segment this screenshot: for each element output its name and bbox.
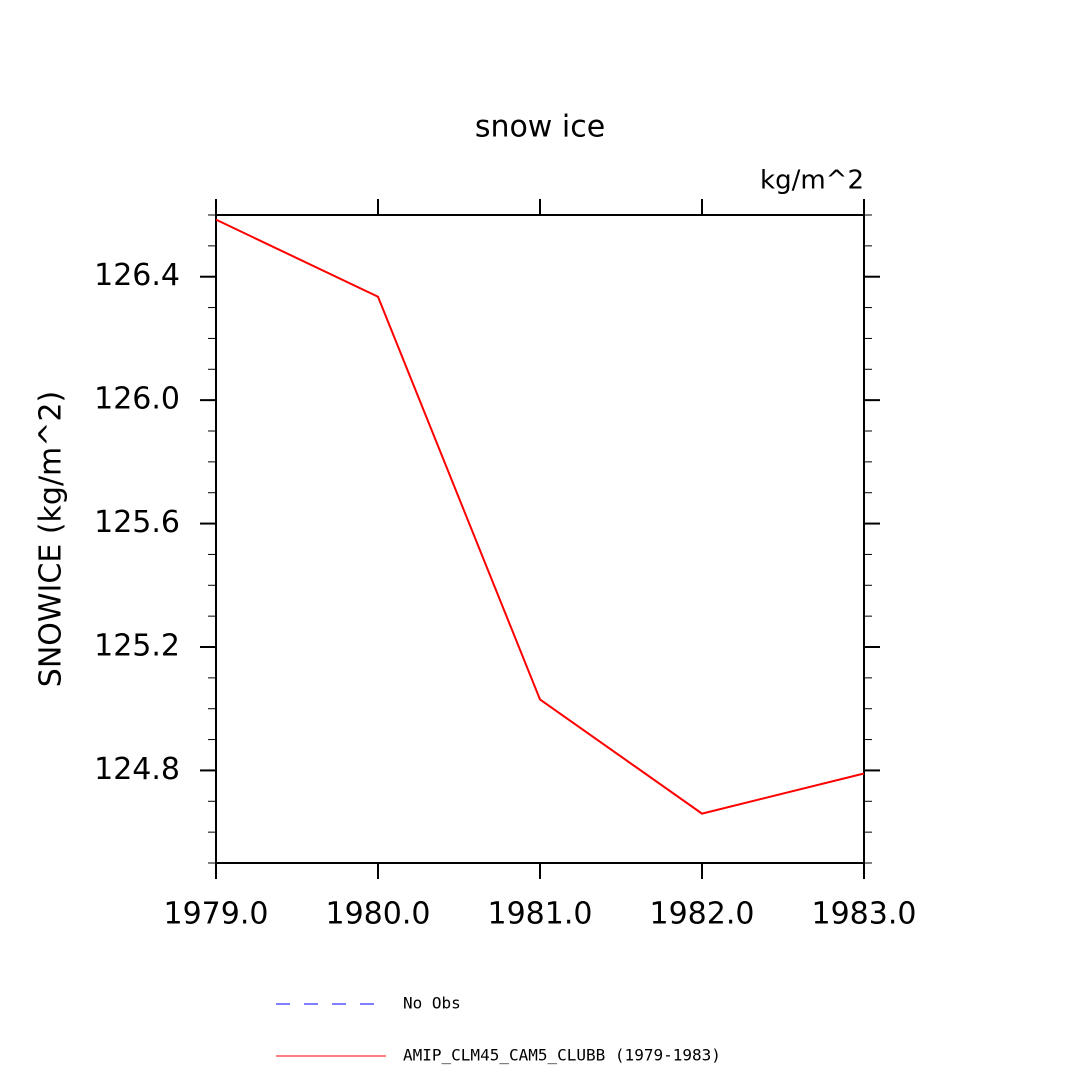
series-line [215, 218, 865, 815]
x-tick-label: 1980.0 [326, 897, 431, 932]
plot-frame [215, 214, 865, 864]
x-tick-label: 1982.0 [650, 897, 755, 932]
chart-title: snow ice [475, 110, 605, 145]
y-tick-label: 125.2 [94, 629, 180, 664]
x-tick-label: 1981.0 [488, 897, 593, 932]
y-axis-label: SNOWICE (kg/m^2) [34, 391, 69, 687]
x-tick-label: 1979.0 [164, 897, 269, 932]
legend-label: No Obs [403, 994, 461, 1013]
y-tick-label: 126.4 [94, 258, 180, 293]
x-tick-label: 1983.0 [812, 897, 917, 932]
units-label: kg/m^2 [760, 166, 864, 196]
y-tick-label: 126.0 [94, 382, 180, 417]
y-tick-label: 125.6 [94, 505, 180, 540]
y-tick-label: 124.8 [94, 752, 180, 787]
legend-label: AMIP_CLM45_CAM5_CLUBB (1979-1983) [403, 1046, 721, 1065]
